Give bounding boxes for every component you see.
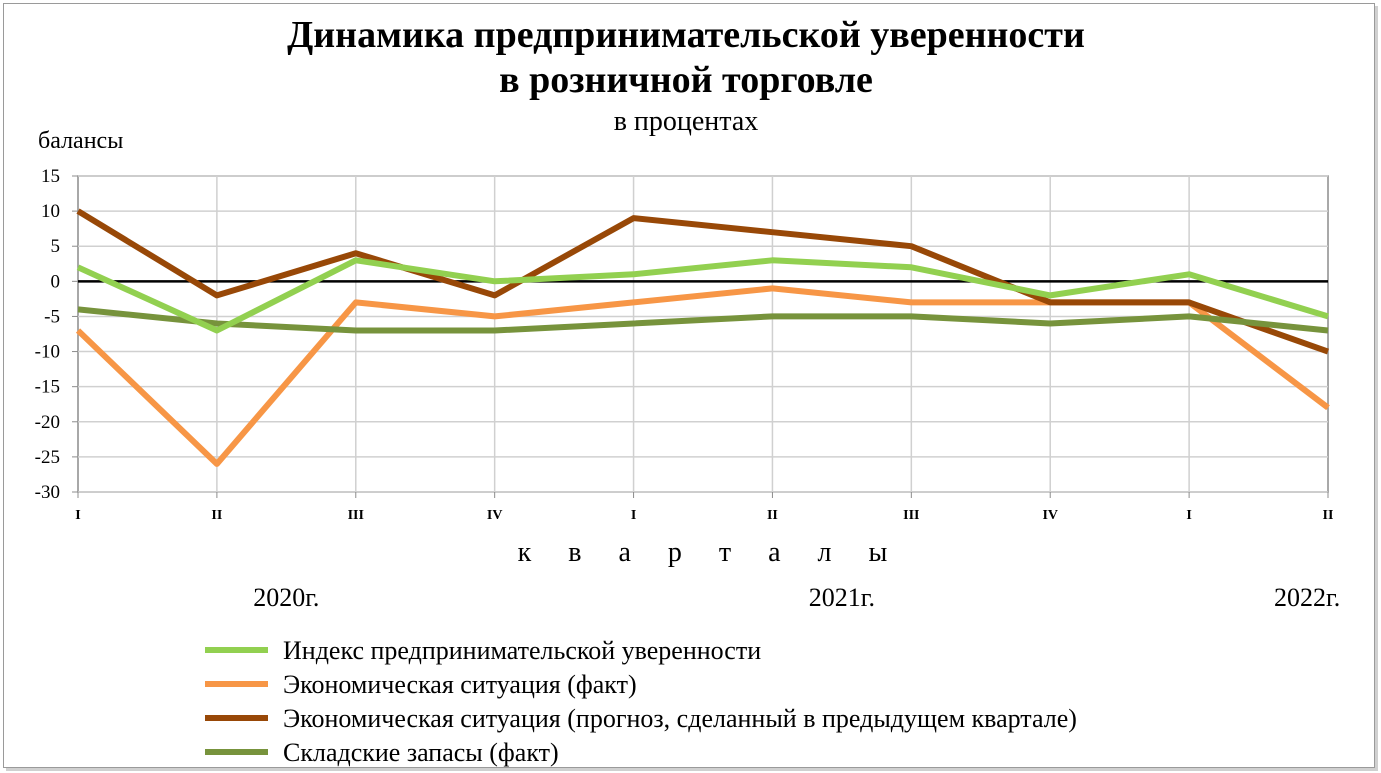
y-tick-label: -25 (35, 447, 60, 468)
chart-frame (3, 3, 1375, 768)
legend-label: Экономическая ситуация (прогноз, сделанн… (283, 704, 1077, 733)
x-tick-label: III (348, 508, 364, 523)
y-tick-label: -5 (44, 306, 60, 327)
legend-label: Экономическая ситуация (факт) (283, 670, 637, 699)
year-label: 2022г. (1274, 583, 1340, 612)
x-tick-label: IV (487, 508, 503, 523)
y-tick-label: 15 (41, 166, 60, 187)
y-tick-label: 10 (41, 201, 60, 222)
y-tick-label: -10 (35, 342, 60, 363)
series-line (76, 257, 1329, 334)
legend-label: Индекс предпринимательской уверенности (283, 636, 761, 665)
x-axis-label: к в а р т а л ы (518, 537, 903, 568)
year-label: 2020г. (253, 583, 319, 612)
series-line (76, 208, 1330, 355)
year-label: 2021г. (809, 583, 875, 612)
series-line (77, 306, 1329, 334)
legend: Индекс предпринимательской уверенности Эк… (205, 636, 1077, 767)
chart-title-line1: Динамика предпринимательской уверенности (287, 14, 1085, 56)
y-axis-label: балансы (38, 128, 123, 154)
series-line (75, 285, 1330, 467)
chart-title-line2: в розничной торговле (499, 59, 873, 101)
legend-label: Складские запасы (факт) (283, 738, 559, 767)
x-tick-label: II (767, 508, 778, 523)
y-tick-label: -30 (35, 482, 60, 503)
x-tick-label: I (631, 508, 636, 523)
x-tick-label: IV (1042, 508, 1058, 523)
y-tick-label: -20 (35, 412, 60, 433)
x-tick-label: II (1323, 508, 1334, 523)
x-tick-label: I (1186, 508, 1191, 523)
x-tick-label: III (903, 508, 919, 523)
y-tick-label: 5 (51, 236, 61, 257)
series-lines (75, 208, 1330, 467)
y-tick-label: 0 (51, 271, 61, 292)
chart-subtitle: в процентах (614, 106, 759, 137)
x-tick-label: II (211, 508, 222, 523)
y-tick-label: -15 (35, 377, 60, 398)
x-tick-label: I (75, 508, 80, 523)
